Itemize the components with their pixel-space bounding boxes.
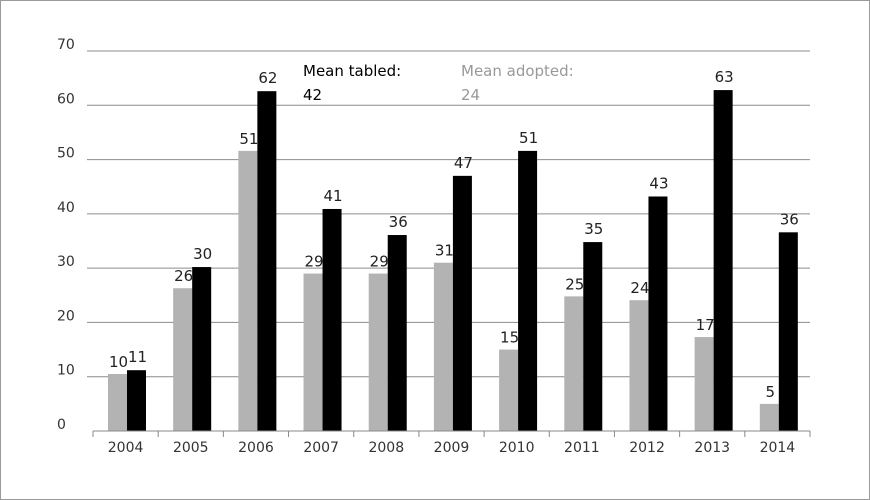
bar-tabled — [713, 90, 733, 431]
bar-tabled — [192, 267, 212, 431]
data-label-adopted: 17 — [696, 316, 715, 334]
y-tick-label: 30 — [57, 254, 75, 270]
data-label-adopted: 24 — [630, 279, 649, 297]
bar-tabled — [322, 208, 342, 431]
data-label-tabled: 51 — [519, 129, 538, 147]
data-label-adopted: 29 — [304, 253, 323, 271]
bar-tabled — [778, 232, 798, 431]
data-label-adopted: 25 — [565, 275, 584, 293]
y-tick-label: 0 — [57, 417, 66, 433]
data-label-adopted: 10 — [109, 353, 128, 371]
bar-adopted — [173, 288, 193, 431]
bar-adopted — [433, 262, 453, 431]
bar-adopted — [694, 337, 714, 431]
data-label-tabled: 62 — [258, 69, 277, 87]
data-label-adopted: 51 — [239, 130, 258, 148]
x-tick-label: 2012 — [629, 440, 665, 456]
data-label-tabled: 35 — [584, 220, 603, 238]
bar-adopted — [238, 150, 258, 431]
bar-adopted — [629, 300, 649, 431]
x-tick-label: 2013 — [694, 440, 730, 456]
y-tick-label: 10 — [57, 363, 75, 379]
bar-adopted — [564, 296, 584, 431]
bar-tabled — [583, 242, 603, 431]
y-tick-label: 20 — [57, 308, 75, 324]
data-label-tabled: 30 — [193, 245, 212, 263]
x-tick-label: 2004 — [108, 440, 144, 456]
mean-adopted-label: Mean adopted: — [461, 62, 574, 80]
bar-tabled — [387, 235, 407, 431]
x-tick-label: 2010 — [499, 440, 535, 456]
bar-tabled — [257, 91, 277, 432]
x-tick-label: 2009 — [434, 440, 470, 456]
bar-adopted — [759, 403, 779, 431]
bar-adopted — [303, 273, 323, 431]
bar-adopted — [108, 374, 127, 431]
bar-tabled — [127, 370, 146, 431]
y-tick-label: 60 — [57, 91, 75, 107]
y-tick-label: 70 — [57, 37, 75, 53]
bar-tabled — [648, 196, 668, 431]
data-label-tabled: 63 — [715, 68, 734, 86]
bar-adopted — [368, 273, 388, 431]
y-tick-label: 40 — [57, 200, 75, 216]
bars — [108, 90, 798, 432]
mean-tabled-value: 42 — [303, 86, 322, 104]
data-label-tabled: 43 — [649, 174, 668, 192]
bar-adopted — [499, 349, 519, 431]
data-label-adopted: 26 — [174, 267, 193, 285]
x-tick-label: 2008 — [368, 440, 404, 456]
x-tick-label: 2005 — [173, 440, 209, 456]
bar-tabled — [518, 150, 538, 431]
y-tick-label: 50 — [57, 146, 75, 162]
data-label-tabled: 36 — [389, 213, 408, 231]
data-label-adopted: 31 — [435, 242, 454, 260]
data-label-adopted: 15 — [500, 329, 519, 347]
x-tick-label: 2006 — [238, 440, 274, 456]
y-axis-ticks: 0 10 20 30 40 50 60 70 — [57, 37, 75, 433]
data-label-tabled: 36 — [780, 210, 799, 228]
data-label-tabled: 11 — [128, 348, 147, 366]
annotations: Mean tabled: 42 Mean adopted: 24 — [303, 62, 574, 104]
x-tick-label: 2011 — [564, 440, 600, 456]
x-tick-label: 2007 — [303, 440, 339, 456]
data-label-tabled: 47 — [454, 154, 473, 172]
data-label-adopted: 5 — [766, 383, 776, 401]
bar-tabled — [452, 175, 472, 431]
x-axis: 2004 2005 2006 2007 2008 2009 2010 2011 2012 2013… — [92, 430, 811, 456]
data-label-adopted: 29 — [370, 253, 389, 271]
data-label-tabled: 41 — [323, 187, 342, 205]
x-tick-label: 2014 — [760, 440, 796, 456]
mean-tabled-label: Mean tabled: — [303, 62, 401, 80]
mean-adopted-value: 24 — [461, 86, 480, 104]
